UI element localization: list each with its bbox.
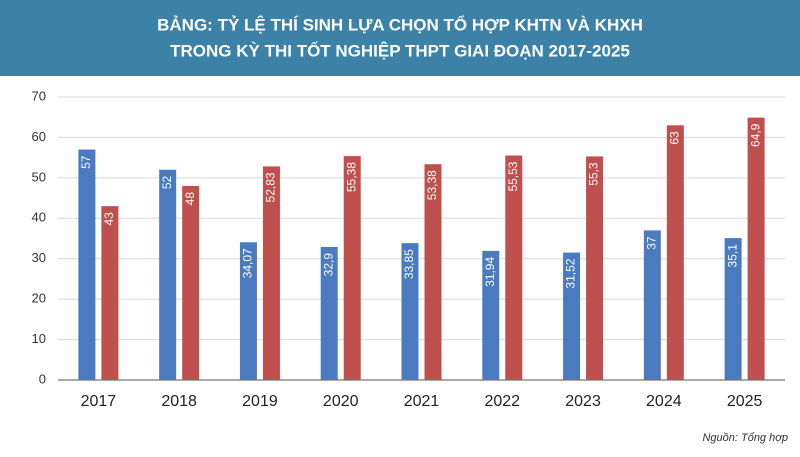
bar <box>505 155 523 380</box>
bar <box>563 252 581 380</box>
bar <box>320 246 338 380</box>
x-tick-label: 2017 <box>81 393 117 410</box>
x-tick-label: 2018 <box>161 393 197 410</box>
bar <box>724 238 742 380</box>
value-label: 31,52 <box>564 258 578 288</box>
bar <box>101 206 119 380</box>
value-label: 37 <box>645 236 659 250</box>
y-tick-label: 30 <box>32 250 46 265</box>
value-label: 34,07 <box>241 248 255 278</box>
bar <box>78 149 96 380</box>
value-label: 64,9 <box>748 123 762 147</box>
y-tick-label: 0 <box>39 371 46 386</box>
bar <box>586 156 604 380</box>
value-label: 48 <box>183 192 197 206</box>
chart-title: TRONG KỲ THI TỐT NGHIỆP THPT GIAI ĐOẠN 2… <box>170 40 630 60</box>
value-label: 52,83 <box>264 172 278 202</box>
bar <box>159 169 177 380</box>
title-band <box>0 0 800 76</box>
x-tick-label: 2021 <box>404 393 440 410</box>
value-label: 63 <box>668 131 682 145</box>
bar <box>239 242 257 380</box>
x-tick-label: 2025 <box>727 393 763 410</box>
bar <box>262 166 280 380</box>
x-tick-label: 2020 <box>323 393 359 410</box>
value-label: 33,85 <box>402 249 416 279</box>
x-tick-label: 2022 <box>484 393 520 410</box>
y-tick-label: 20 <box>32 291 46 306</box>
value-label: 43 <box>102 212 116 226</box>
bar <box>666 125 684 380</box>
value-label: 55,3 <box>587 162 601 186</box>
bar <box>643 230 661 380</box>
value-label: 55,38 <box>344 162 358 192</box>
value-label: 35,1 <box>725 244 739 268</box>
value-label: 32,9 <box>321 253 335 277</box>
x-tick-label: 2019 <box>242 393 278 410</box>
bar <box>424 164 442 380</box>
y-tick-label: 70 <box>32 88 46 103</box>
y-tick-label: 40 <box>32 210 46 225</box>
y-tick-label: 50 <box>32 169 46 184</box>
source-note: Nguồn: Tổng hợp <box>702 432 788 444</box>
value-label: 57 <box>79 155 93 169</box>
x-tick-label: 2023 <box>565 393 601 410</box>
y-tick-label: 60 <box>32 129 46 144</box>
value-label: 53,38 <box>425 170 439 200</box>
bar <box>747 117 765 381</box>
chart-title: BẢNG: TỶ LỆ THÍ SINH LỰA CHỌN TỔ HỢP KHT… <box>157 15 643 34</box>
y-tick-label: 10 <box>32 331 46 346</box>
value-label: 31,94 <box>483 257 497 287</box>
bar <box>343 156 361 380</box>
value-label: 52 <box>160 175 174 189</box>
bar <box>401 243 419 380</box>
x-tick-label: 2024 <box>646 393 682 410</box>
bar <box>482 250 500 380</box>
bar <box>182 185 200 380</box>
value-label: 55,53 <box>506 161 520 191</box>
